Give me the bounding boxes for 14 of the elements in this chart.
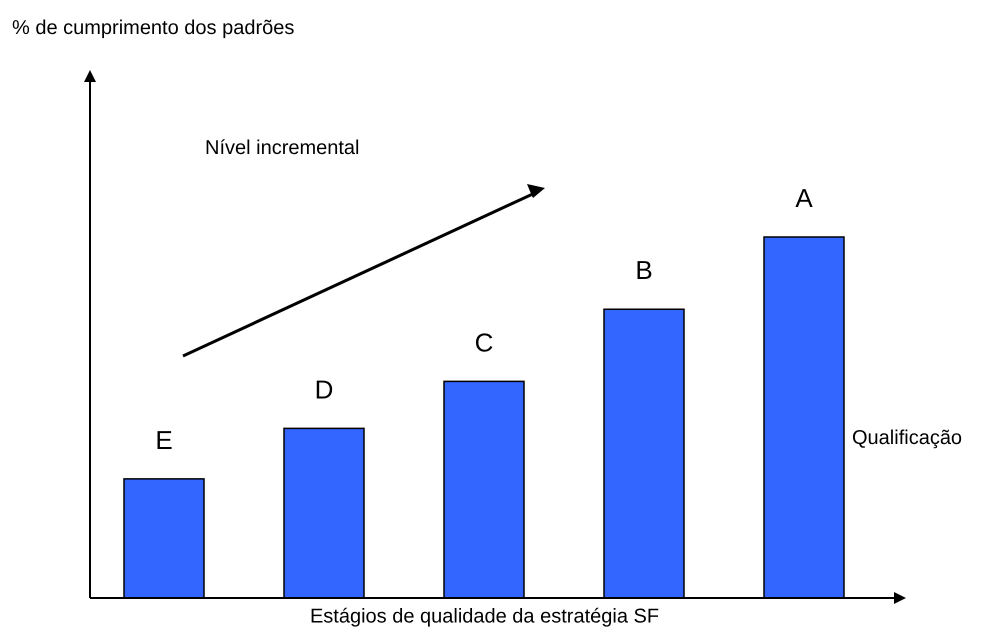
bar	[443, 380, 525, 599]
x-axis-title: Estágios de qualidade da estratégia SF	[310, 606, 660, 628]
bar	[603, 308, 685, 599]
bar	[283, 428, 365, 599]
annotation: Qualificação	[852, 427, 962, 449]
x-tick-label: E	[155, 424, 173, 455]
text: Nível incremental	[205, 137, 360, 159]
x-tick-label: D	[314, 374, 334, 404]
x-tick-label: C	[474, 327, 494, 358]
x-tick-label: A	[795, 183, 814, 213]
x-tick-label: B	[635, 255, 653, 286]
bar	[123, 478, 205, 599]
bar	[763, 236, 845, 599]
text: % de cumprimento dos padrões	[12, 17, 294, 39]
